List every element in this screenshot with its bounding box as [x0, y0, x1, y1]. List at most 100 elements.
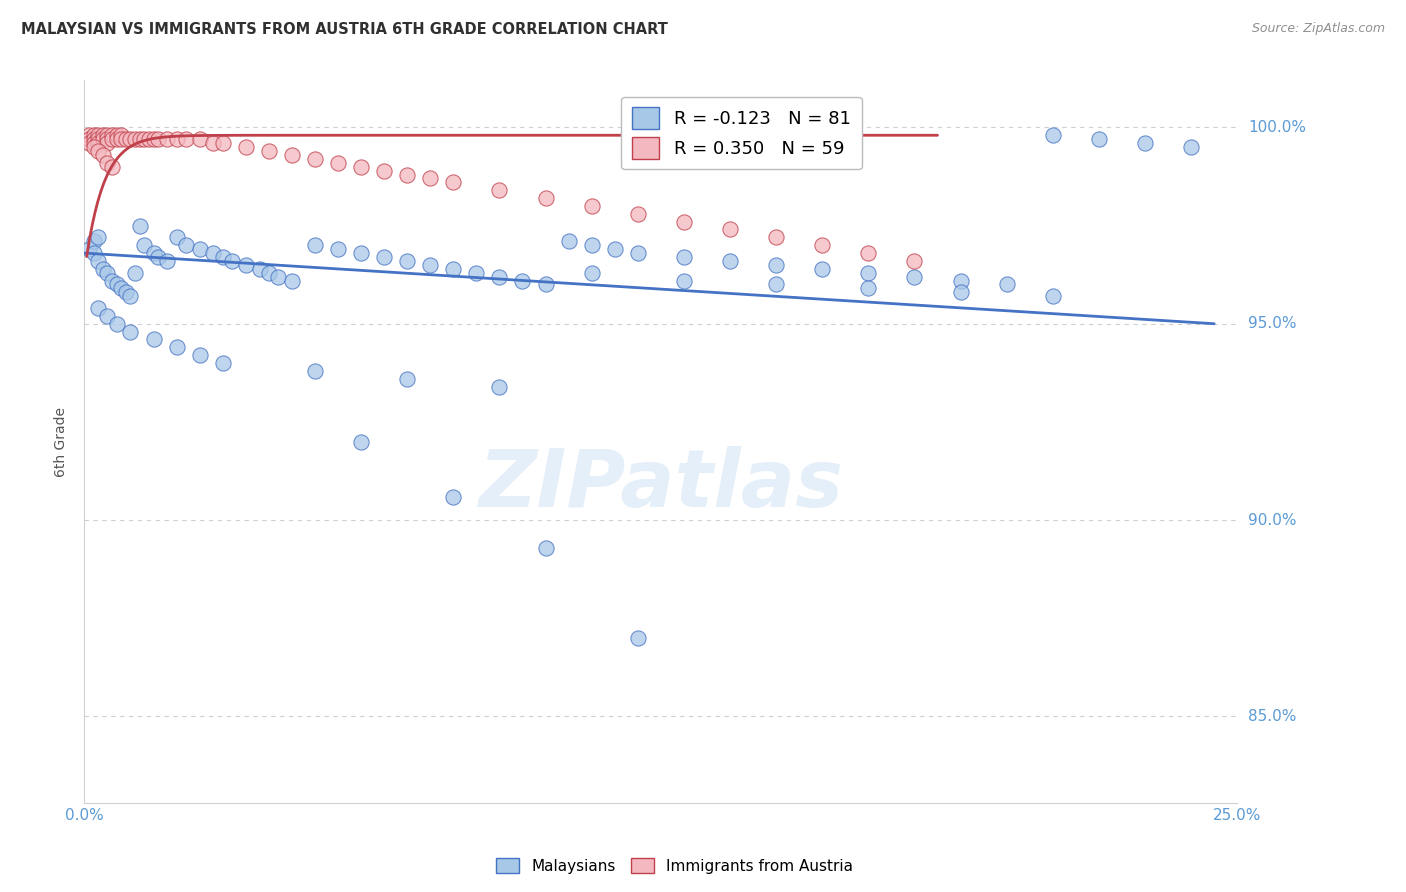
Point: [419, 258, 441, 272]
Point: [672, 274, 695, 288]
Point: [350, 246, 373, 260]
Point: [672, 250, 695, 264]
Point: [101, 160, 124, 174]
Point: [765, 277, 787, 292]
Point: [87, 128, 110, 143]
Point: [441, 490, 464, 504]
Point: [1133, 136, 1156, 150]
Text: Source: ZipAtlas.com: Source: ZipAtlas.com: [1251, 22, 1385, 36]
Point: [281, 274, 304, 288]
Point: [166, 230, 188, 244]
Text: MALAYSIAN VS IMMIGRANTS FROM AUSTRIA 6TH GRADE CORRELATION CHART: MALAYSIAN VS IMMIGRANTS FROM AUSTRIA 6TH…: [21, 22, 668, 37]
Point: [87, 144, 110, 158]
Point: [96, 132, 118, 146]
Point: [87, 301, 110, 315]
Point: [257, 266, 280, 280]
Point: [419, 171, 441, 186]
Point: [257, 144, 280, 158]
Point: [87, 253, 110, 268]
Point: [83, 246, 105, 260]
Point: [1180, 140, 1202, 154]
Point: [128, 219, 150, 233]
Text: 90.0%: 90.0%: [1249, 513, 1296, 527]
Point: [304, 364, 326, 378]
Point: [110, 281, 132, 295]
Point: [188, 132, 211, 146]
Point: [441, 261, 464, 276]
Point: [581, 266, 603, 280]
Point: [91, 132, 114, 146]
Point: [138, 132, 160, 146]
Point: [96, 128, 118, 143]
Point: [83, 234, 105, 248]
Point: [350, 160, 373, 174]
Point: [101, 132, 124, 146]
Point: [156, 132, 179, 146]
Point: [534, 541, 557, 555]
Point: [105, 128, 128, 143]
Legend: Malaysians, Immigrants from Austria: Malaysians, Immigrants from Austria: [491, 852, 859, 880]
Point: [211, 250, 233, 264]
Point: [156, 253, 179, 268]
Point: [1088, 132, 1111, 146]
Point: [101, 274, 124, 288]
Point: [188, 348, 211, 362]
Point: [281, 148, 304, 162]
Point: [488, 269, 510, 284]
Point: [146, 132, 169, 146]
Point: [105, 277, 128, 292]
Point: [627, 246, 650, 260]
Point: [83, 128, 105, 143]
Point: [949, 285, 972, 300]
Point: [91, 261, 114, 276]
Point: [128, 132, 150, 146]
Point: [765, 230, 787, 244]
Point: [146, 250, 169, 264]
Point: [96, 136, 118, 150]
Point: [267, 269, 290, 284]
Point: [304, 238, 326, 252]
Point: [396, 168, 419, 182]
Point: [124, 132, 146, 146]
Point: [110, 132, 132, 146]
Point: [326, 242, 349, 256]
Point: [83, 136, 105, 150]
Point: [188, 242, 211, 256]
Point: [166, 340, 188, 354]
Point: [105, 132, 128, 146]
Point: [110, 128, 132, 143]
Point: [134, 132, 156, 146]
Point: [441, 175, 464, 189]
Point: [120, 132, 142, 146]
Point: [77, 132, 100, 146]
Point: [211, 356, 233, 370]
Point: [211, 136, 233, 150]
Text: 100.0%: 100.0%: [1249, 120, 1306, 135]
Point: [488, 379, 510, 393]
Point: [101, 128, 124, 143]
Point: [142, 132, 165, 146]
Text: 95.0%: 95.0%: [1249, 317, 1296, 331]
Point: [1042, 289, 1064, 303]
Point: [373, 163, 395, 178]
Point: [488, 183, 510, 197]
Point: [142, 246, 165, 260]
Point: [903, 269, 925, 284]
Point: [534, 277, 557, 292]
Point: [249, 261, 271, 276]
Point: [811, 261, 834, 276]
Y-axis label: 6th Grade: 6th Grade: [55, 407, 69, 476]
Text: ZIPatlas: ZIPatlas: [478, 446, 844, 524]
Point: [304, 152, 326, 166]
Point: [811, 238, 834, 252]
Point: [581, 238, 603, 252]
Point: [120, 289, 142, 303]
Point: [858, 281, 880, 295]
Point: [96, 266, 118, 280]
Point: [105, 317, 128, 331]
Point: [120, 325, 142, 339]
Point: [202, 246, 225, 260]
Point: [202, 136, 225, 150]
Point: [1042, 128, 1064, 143]
Point: [512, 274, 534, 288]
